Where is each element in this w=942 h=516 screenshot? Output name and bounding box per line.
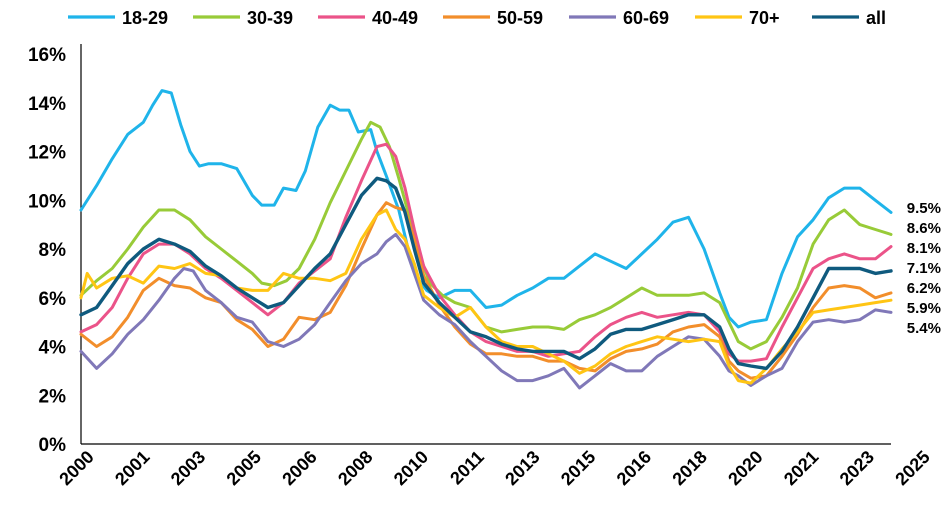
series-line-all [79,176,893,371]
x-tick-label: 2025 [891,447,933,489]
x-tick-label: 2013 [501,447,543,489]
series-line-3039 [79,120,893,351]
y-tick-label: 0% [39,435,67,456]
end-label-70: 5.9% [907,300,941,317]
end-label-1829: 9.5% [907,200,941,217]
series-line-1829 [79,89,893,329]
end-label-6069: 5.4% [907,320,941,337]
legend-label: 70+ [749,8,780,28]
y-tick-label: 2% [39,386,67,407]
end-label-5059: 6.2% [907,280,941,297]
series-line-70 [79,208,893,385]
x-tick-label: 2016 [613,447,655,489]
legend-label: 30-39 [247,8,293,28]
end-label-3039: 8.6% [907,220,941,237]
x-tick-label: 2003 [167,447,209,489]
legend-label: all [866,8,886,28]
end-labels: 9.5% 8.6% 8.1% 6.2% 5.4% 5.9% 7.1% [907,200,941,337]
x-tick-label: 2021 [780,447,822,489]
y-tick-label: 6% [39,289,67,310]
x-tick-label: 2011 [446,447,488,489]
y-tick-label: 4% [39,338,67,359]
x-tick-label: 2005 [223,447,265,489]
y-tick-label: 14% [28,94,66,115]
y-tick-label: 12% [28,143,66,164]
x-axis-ticks: 2000 2001 2003 2005 2006 2008 2010 2011 2013 2015… [55,447,933,489]
legend-label: 18-29 [122,8,168,28]
x-tick-label: 2018 [668,447,710,489]
x-tick-label: 2023 [836,447,878,489]
axes [80,44,891,445]
y-tick-label: 16% [28,45,66,66]
x-tick-label: 2020 [724,447,766,489]
legend-label: 50-59 [497,8,543,28]
y-axis-ticks: 0% 2% 4% 6% 8% 10% 12% 14% 16% [28,45,66,456]
series-lines [79,89,893,390]
end-label-all: 7.1% [907,260,941,277]
chart-legend: 18-29 30-39 40-49 50-59 60-69 70+ all [68,8,886,28]
x-tick-label: 2001 [111,447,153,489]
legend-label: 40-49 [372,8,418,28]
legend-label: 60-69 [623,8,669,28]
x-tick-label: 2006 [278,447,320,489]
end-label-4049: 8.1% [907,240,941,257]
x-tick-label: 2010 [390,447,432,489]
y-tick-label: 10% [28,191,66,212]
y-tick-label: 8% [39,240,67,261]
x-tick-label: 2008 [334,447,376,489]
x-tick-label: 2015 [557,447,599,489]
series-line-4049 [79,142,893,363]
